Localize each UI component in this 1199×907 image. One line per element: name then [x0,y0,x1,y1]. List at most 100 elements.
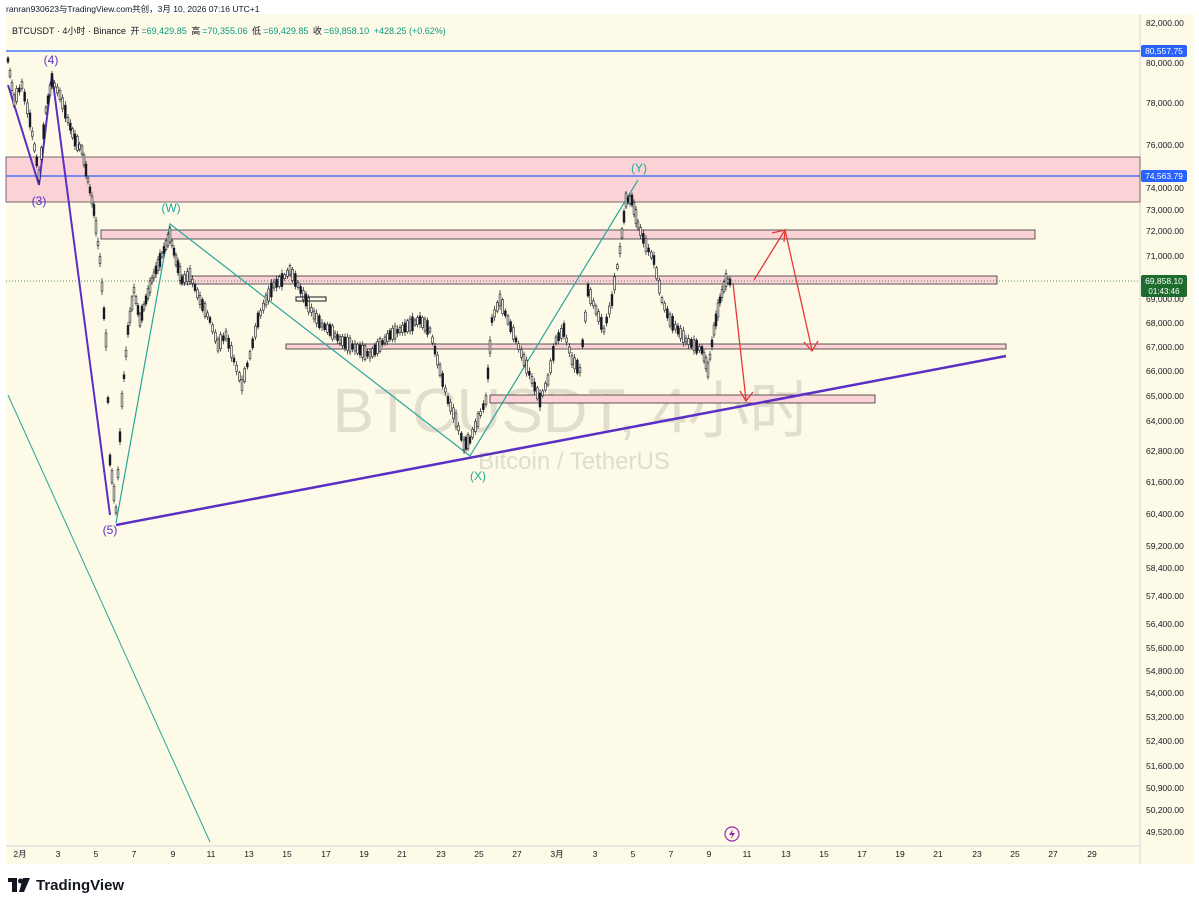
candle-body [441,373,444,387]
candle-body [243,368,246,382]
candle-body [203,303,207,317]
candle-body [296,282,300,288]
candle-body [23,91,26,102]
price-tick-label: 59,200.00 [1146,541,1184,551]
zone-65k[interactable] [489,394,876,404]
candle-body [568,346,571,354]
projection-path-up[interactable] [753,228,813,351]
price-axis[interactable]: 82,000.00 80,000.00 78,000.00 76,000.00 74,0… [1146,18,1184,837]
candle-body [570,355,574,365]
candle-body [211,324,214,333]
time-tick-label: 19 [895,849,905,859]
candle-body [302,290,305,300]
candle-body [506,315,510,325]
candle-body [716,302,720,318]
candle-body [206,312,209,318]
candle-body [304,293,308,307]
candle-body [386,333,389,342]
chart-pane[interactable] [6,14,1194,864]
candle-body [517,343,520,350]
price-tick-label: 52,400.00 [1146,736,1184,746]
candle-body [401,324,404,333]
zone-67k[interactable] [285,343,1007,350]
candle-body [80,145,84,155]
close-label: 收 [312,26,322,36]
candle-body [122,374,126,379]
candle-body [336,334,339,341]
candle-body [466,434,470,449]
trend-line-green[interactable] [7,394,211,843]
candle-body [630,194,634,206]
candle-body [176,260,180,273]
wave-impulse-line[interactable] [7,74,111,516]
zone-72k[interactable] [100,229,1036,240]
candle-body [560,328,563,339]
candle-body [110,470,114,483]
candle-body [724,273,728,287]
symbol-name[interactable]: BTCUSDT · 4小时 · Binance [12,26,126,36]
wave-wxy-line[interactable] [115,179,639,524]
time-tick-label: 27 [1048,849,1058,859]
candle-body [136,305,140,315]
price-tick-label: 58,400.00 [1146,563,1184,573]
candle-body [53,82,56,88]
candle-body [42,124,45,139]
time-tick-label: 5 [631,849,636,859]
support-trendline[interactable] [115,354,1007,527]
open-label: 开 [130,26,140,36]
chart-canvas[interactable]: BTCUSDT, 4小时 Bitcoin / TetherUS (4) [0,0,1199,864]
lightning-icon[interactable] [724,826,740,842]
candle-body [172,247,176,256]
high-label: 高 [191,26,201,36]
candle-body [256,312,260,328]
candle-body [40,147,43,160]
candle-body [214,331,217,342]
watermark-symbol: BTCUSDT, 4小时 [333,377,812,446]
candle-body [366,350,369,357]
candle-body [639,227,642,236]
price-tick-label: 50,900.00 [1146,783,1184,793]
candle-body [140,306,144,321]
price-badge-74563: 74,563.79 [1141,170,1187,182]
price-tick-label: 68,000.00 [1146,318,1184,328]
candlestick-series[interactable] [6,56,732,516]
candle-body [150,277,154,283]
time-tick-label: 17 [321,849,331,859]
candle-body [37,169,41,181]
candle-body [605,316,608,324]
candle-body [102,307,106,320]
candle-body [331,325,334,340]
candle-body [381,340,384,345]
candle-body [668,313,672,327]
candle-body [676,325,680,335]
open-value: =69,429.85 [141,26,187,36]
candle-body [403,322,407,333]
candle-body [10,82,14,91]
candle-body [504,310,507,317]
zone-upper-wide[interactable] [5,156,1141,203]
candle-body [166,234,170,246]
candle-body [283,274,286,279]
candle-body [416,317,419,326]
projection-path-down[interactable] [732,282,747,401]
candle-body [288,265,292,275]
projection-head-3 [739,390,754,403]
candle-body [512,327,515,340]
price-tick-label: 80,000.00 [1146,58,1184,68]
watermark-description: Bitcoin / TetherUS [478,448,670,475]
candle-body [128,310,132,323]
candle-body [188,268,192,282]
range-marker[interactable] [295,296,327,302]
candle-body [108,454,112,466]
candle-body [476,413,480,427]
zone-69-8k[interactable] [179,275,998,285]
tradingview-logo[interactable]: TradingView [8,876,124,894]
price-tick-label: 73,000.00 [1146,205,1184,215]
candle-body [666,308,669,319]
time-axis[interactable]: 2月 3 5 7 9 11 13 15 17 19 21 23 25 27 3月 3 5 7 9 11 13 15 17 19… [13,849,1097,859]
candle-body [71,128,74,139]
svg-text:69,858.10: 69,858.10 [1145,276,1183,286]
candle-body [307,297,310,313]
candle-body [592,300,595,307]
